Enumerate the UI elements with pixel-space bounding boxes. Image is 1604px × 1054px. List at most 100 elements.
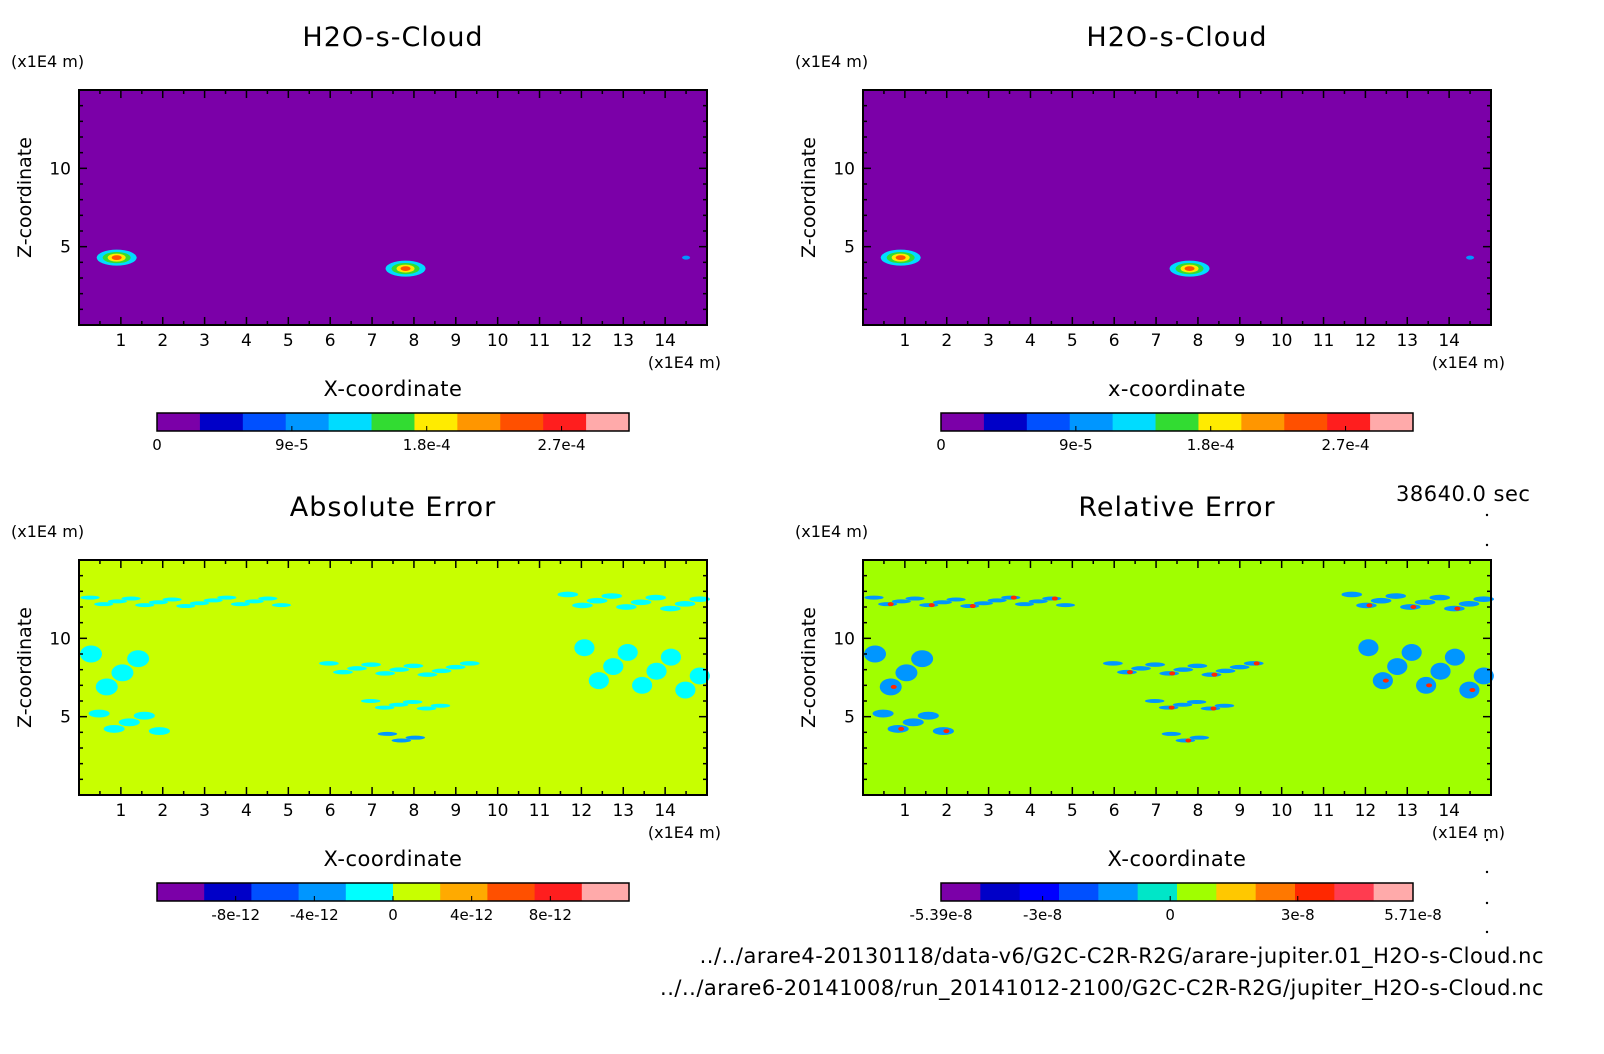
- error-patch: [872, 709, 894, 718]
- error-patch: [230, 602, 251, 607]
- x-tick-label: 12: [571, 331, 593, 351]
- x-tick-label: 10: [487, 801, 509, 821]
- error-patch: [1229, 664, 1250, 670]
- colorbar-band: [1069, 413, 1114, 431]
- colorbar-band: [1112, 413, 1157, 431]
- error-patch: [333, 669, 353, 675]
- margin-dot: [1485, 870, 1489, 874]
- chart-panel-4: Relative Error(x1E4 m)1 2 3 4 5 6 7 8 9 10 11 12 13 1…: [795, 492, 1505, 924]
- colorbar-tick-label: 0: [936, 436, 946, 454]
- colorbar-band: [1373, 883, 1414, 901]
- colorbar-band: [1216, 883, 1257, 901]
- x-unit-label: (x1E4 m): [1432, 353, 1505, 372]
- y-unit-label: (x1E4 m): [795, 52, 868, 71]
- x-unit-label: (x1E4 m): [648, 353, 721, 372]
- error-patch: [148, 727, 170, 736]
- x-tick-label: 2: [941, 801, 952, 821]
- error-patch: [80, 645, 103, 663]
- colorbar-band: [980, 883, 1021, 901]
- error-patch: [162, 597, 182, 602]
- error-patch: [574, 639, 595, 657]
- colorbar-tick-label: 5.71e-8: [1384, 906, 1442, 924]
- cloud-feature: [1466, 255, 1475, 260]
- error-patch: [1145, 662, 1165, 667]
- colorbar-band: [941, 413, 985, 431]
- colorbar-tick-label: 1.8e-4: [1187, 436, 1235, 454]
- x-tick-label: 7: [367, 801, 378, 821]
- colorbar-band: [500, 413, 544, 431]
- chart-title: Relative Error: [1078, 492, 1275, 523]
- x-tick-label: 3: [983, 331, 994, 351]
- error-patch: [375, 671, 396, 676]
- y-axis-label: Z-coordinate: [14, 137, 36, 258]
- error-patch: [388, 702, 409, 707]
- cloud-feature-peak: [111, 255, 122, 261]
- colorbar-tick-label: 0: [152, 436, 162, 454]
- y-tick-label: 10: [49, 629, 71, 649]
- error-patch: [1187, 663, 1208, 669]
- colorbar-band: [1059, 883, 1099, 901]
- colorbar-band: [1019, 883, 1060, 901]
- error-patch: [148, 600, 168, 605]
- x-tick-label: 3: [983, 801, 994, 821]
- colorbar-tick-label: -3e-8: [1023, 906, 1062, 924]
- plot-area: [863, 90, 1491, 325]
- x-tick-label: 5: [283, 331, 294, 351]
- error-patch: [217, 595, 237, 600]
- error-patch: [176, 604, 196, 609]
- y-axis-label: Z-coordinate: [798, 137, 820, 258]
- error-patch-positive: [1454, 606, 1461, 611]
- error-patch-positive: [928, 603, 935, 608]
- error-patch: [932, 727, 954, 736]
- x-tick-label: 14: [654, 801, 676, 821]
- error-patch: [1173, 667, 1194, 672]
- footer-file-path-1: ../../arare4-20130118/data-v6/G2C-C2R-R2…: [699, 944, 1544, 968]
- colorbar: 0 9e-5 1.8e-4 2.7e-4: [936, 412, 1414, 454]
- error-patch: [689, 667, 710, 685]
- error-patch-positive: [969, 604, 976, 609]
- x-tick-label: 10: [487, 331, 509, 351]
- colorbar-band: [1198, 413, 1242, 431]
- colorbar-band: [393, 883, 441, 901]
- colorbar-tick-label: -5.39e-8: [910, 906, 973, 924]
- colorbar: 0 9e-5 1.8e-4 2.7e-4: [152, 412, 630, 454]
- error-patch: [189, 601, 210, 606]
- x-tick-label: 12: [1355, 801, 1377, 821]
- x-tick-label: 1: [115, 331, 126, 351]
- colorbar-tick-label: 0: [1165, 906, 1175, 924]
- error-patch: [430, 703, 451, 708]
- margin-dot: [1485, 543, 1489, 547]
- error-patch: [127, 650, 150, 668]
- error-patch: [391, 738, 412, 743]
- error-patch: [416, 706, 437, 711]
- error-patch-positive: [1051, 596, 1058, 601]
- error-patch: [1473, 596, 1494, 602]
- error-patch: [1200, 706, 1221, 711]
- error-patch: [675, 681, 696, 699]
- error-patch-positive: [1382, 678, 1389, 683]
- error-patch: [660, 605, 681, 612]
- y-unit-label: (x1E4 m): [795, 522, 868, 541]
- colorbar-band: [457, 413, 501, 431]
- error-patch-positive: [1210, 706, 1217, 711]
- error-patch-positive: [1185, 738, 1192, 743]
- error-patch: [111, 664, 134, 682]
- error-patch: [431, 668, 452, 674]
- error-patch: [1131, 666, 1151, 671]
- colorbar-band: [345, 883, 394, 901]
- x-tick-label: 11: [529, 331, 551, 351]
- x-tick-label: 14: [654, 331, 676, 351]
- error-patch: [895, 664, 918, 682]
- x-tick-label: 4: [1025, 331, 1036, 351]
- x-axis-label: X-coordinate: [1108, 847, 1247, 871]
- error-patch: [1370, 597, 1392, 604]
- error-patch: [1028, 599, 1048, 604]
- x-tick-label: 5: [1067, 801, 1078, 821]
- x-tick-label: 5: [1067, 331, 1078, 351]
- error-patch: [902, 718, 924, 727]
- x-tick-label: 9: [1234, 331, 1245, 351]
- y-tick-label: 5: [60, 708, 71, 728]
- footer-file-path-2: ../../arare6-20141008/run_20141012-2100/…: [660, 976, 1544, 1000]
- error-patch: [1186, 699, 1207, 704]
- colorbar-band: [586, 413, 630, 431]
